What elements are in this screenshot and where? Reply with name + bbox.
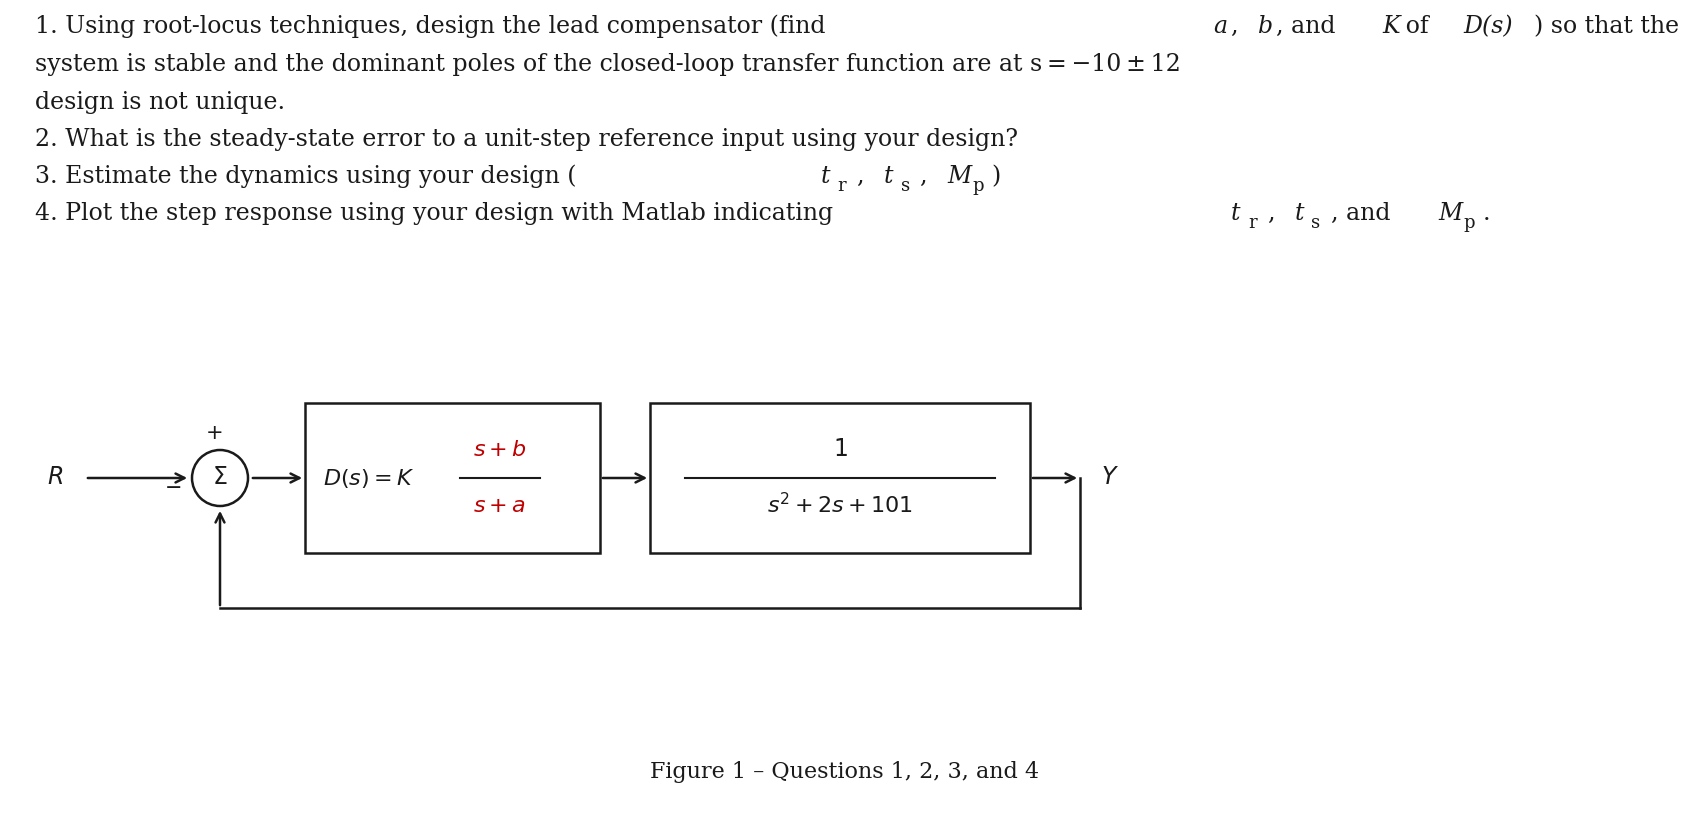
Text: ,: , <box>1231 15 1243 38</box>
Text: , and: , and <box>1331 202 1395 225</box>
Text: s: s <box>900 177 910 195</box>
Text: system is stable and the dominant poles of the closed-loop transfer function are: system is stable and the dominant poles … <box>35 53 1181 76</box>
Text: −: − <box>166 478 182 498</box>
Text: p: p <box>973 177 983 195</box>
Text: of: of <box>1400 15 1432 38</box>
Text: design is not unique.: design is not unique. <box>35 91 285 114</box>
Text: $s + a$: $s + a$ <box>473 495 527 517</box>
Text: +: + <box>206 423 225 443</box>
Text: $s^2 + 2s + 101$: $s^2 + 2s + 101$ <box>767 493 914 519</box>
Text: b: b <box>1258 15 1274 38</box>
Text: Figure 1 – Questions 1, 2, 3, and 4: Figure 1 – Questions 1, 2, 3, and 4 <box>650 761 1039 783</box>
Text: a: a <box>1213 15 1228 38</box>
Text: r: r <box>838 177 846 195</box>
Text: t: t <box>1231 202 1240 225</box>
Text: 4. Plot the step response using your design with Matlab indicating: 4. Plot the step response using your des… <box>35 202 841 225</box>
Text: t: t <box>1294 202 1304 225</box>
Text: $1$: $1$ <box>833 438 848 461</box>
Text: $Y$: $Y$ <box>1101 466 1120 490</box>
Text: t: t <box>883 165 893 188</box>
Text: $s + b$: $s + b$ <box>473 439 527 461</box>
Text: M: M <box>948 165 971 188</box>
Text: , and: , and <box>1275 15 1339 38</box>
Text: $D(s) = K$: $D(s) = K$ <box>323 466 414 490</box>
Text: 1. Using root-locus techniques, design the lead compensator (find: 1. Using root-locus techniques, design t… <box>35 14 833 38</box>
Text: 2. What is the steady-state error to a unit-step reference input using your desi: 2. What is the steady-state error to a u… <box>35 128 1018 151</box>
FancyBboxPatch shape <box>650 403 1030 553</box>
Text: p: p <box>1463 214 1474 232</box>
Text: ,: , <box>1267 202 1280 225</box>
FancyBboxPatch shape <box>306 403 600 553</box>
Text: r: r <box>1248 214 1257 232</box>
Text: t: t <box>821 165 829 188</box>
Text: K: K <box>1383 15 1400 38</box>
Text: s: s <box>1311 214 1321 232</box>
Text: .: . <box>1483 202 1490 225</box>
Text: $R$: $R$ <box>47 466 62 490</box>
Text: ): ) <box>991 165 1002 188</box>
Text: ,: , <box>856 165 870 188</box>
Text: ) so that the: ) so that the <box>1534 15 1679 38</box>
Text: $\Sigma$: $\Sigma$ <box>213 466 228 490</box>
Text: M: M <box>1437 202 1463 225</box>
Text: ,: , <box>921 165 932 188</box>
Text: D(s): D(s) <box>1463 15 1513 38</box>
Text: 3. Estimate the dynamics using your design (: 3. Estimate the dynamics using your desi… <box>35 164 576 188</box>
